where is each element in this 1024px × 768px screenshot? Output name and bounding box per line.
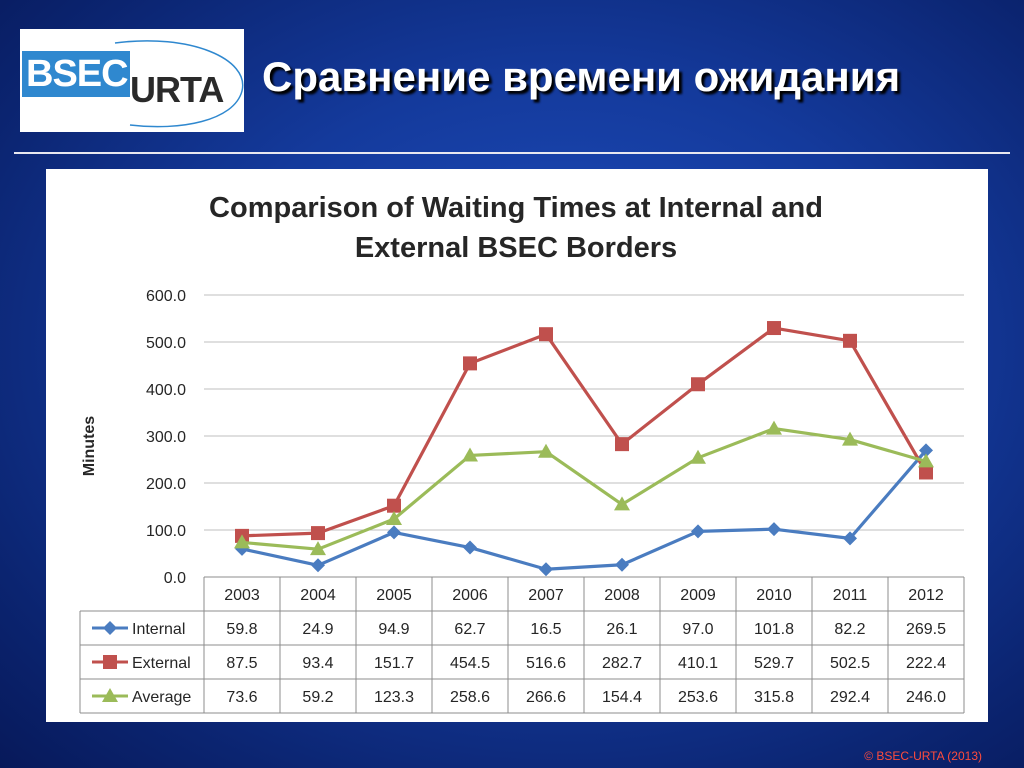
legend-marker-average	[102, 688, 118, 702]
y-tick-label: 100.0	[146, 523, 186, 540]
data-point-external	[387, 498, 401, 513]
chart-title-line: Comparison of Waiting Times at Internal …	[209, 192, 823, 224]
data-point-internal	[615, 557, 629, 572]
y-tick-label: 0.0	[164, 570, 186, 587]
table-value-external: 529.7	[754, 655, 794, 672]
data-point-average	[918, 453, 934, 468]
table-value-external: 282.7	[602, 655, 642, 672]
table-value-average: 315.8	[754, 689, 794, 706]
data-point-external	[311, 526, 325, 541]
table-value-average: 59.2	[302, 689, 333, 706]
data-point-average	[842, 431, 858, 446]
table-value-external: 222.4	[906, 655, 946, 672]
logo-blue-block	[22, 51, 130, 97]
data-point-external	[843, 333, 857, 348]
legend-label-external: External	[132, 655, 191, 672]
y-tick-label: 600.0	[146, 288, 186, 305]
x-category-label: 2010	[756, 587, 792, 604]
table-value-external: 454.5	[450, 655, 490, 672]
chart-panel: Comparison of Waiting Times at Internal …	[46, 169, 988, 722]
table-value-external: 151.7	[374, 655, 414, 672]
table-value-external: 516.6	[526, 655, 566, 672]
table-value-internal: 24.9	[302, 621, 333, 638]
data-point-average	[310, 541, 326, 556]
slide-title: Сравнение времени ожидания	[262, 53, 901, 100]
table-value-internal: 94.9	[378, 621, 409, 638]
logo-text-bsec: BSEC	[26, 53, 129, 95]
data-point-external	[919, 465, 933, 480]
table-value-internal: 62.7	[454, 621, 485, 638]
table-value-external: 410.1	[678, 655, 718, 672]
y-axis-label: Minutes	[81, 416, 98, 477]
table-value-average: 266.6	[526, 689, 566, 706]
data-point-internal	[919, 443, 933, 458]
data-point-average	[614, 496, 630, 511]
legend-label-average: Average	[132, 689, 191, 706]
data-point-average	[766, 420, 782, 435]
data-point-external	[539, 327, 553, 342]
x-category-label: 2011	[833, 587, 868, 604]
table-value-internal: 59.8	[226, 621, 257, 638]
data-point-internal	[539, 562, 553, 577]
y-tick-label: 400.0	[146, 382, 186, 399]
legend-label-internal: Internal	[132, 621, 185, 638]
series-line-internal	[241, 449, 928, 571]
data-point-internal	[767, 522, 781, 537]
waiting-times-chart: Comparison of Waiting Times at Internal …	[79, 192, 965, 714]
x-category-label: 2003	[224, 587, 260, 604]
data-point-external	[615, 437, 629, 452]
data-point-internal	[387, 525, 401, 540]
data-point-internal	[691, 524, 705, 539]
table-value-average: 246.0	[906, 689, 946, 706]
data-point-average	[538, 443, 554, 458]
data-point-internal	[311, 558, 325, 573]
logo-text-urta: URTA	[130, 69, 224, 110]
y-tick-label: 500.0	[146, 335, 186, 352]
x-category-label: 2004	[300, 587, 336, 604]
chart-title-line: External BSEC Borders	[355, 232, 677, 264]
x-category-label: 2007	[528, 587, 564, 604]
title-divider	[14, 152, 1010, 154]
y-tick-label: 300.0	[146, 429, 186, 446]
data-point-average	[234, 534, 250, 549]
table-value-internal: 101.8	[754, 621, 794, 638]
table-value-external: 93.4	[302, 655, 333, 672]
bsec-urta-logo: BSEC URTA	[20, 29, 244, 132]
table-value-external: 87.5	[226, 655, 257, 672]
table-value-internal: 16.5	[530, 621, 561, 638]
table-value-internal: 269.5	[906, 621, 946, 638]
legend-marker-internal	[103, 621, 117, 635]
legend-marker-external	[103, 655, 117, 669]
table-value-average: 292.4	[830, 689, 870, 706]
data-point-average	[386, 511, 402, 526]
data-point-external	[463, 356, 477, 371]
x-category-label: 2009	[680, 587, 716, 604]
data-point-external	[691, 377, 705, 392]
x-category-label: 2006	[452, 587, 488, 604]
x-category-label: 2008	[604, 587, 640, 604]
table-value-internal: 82.2	[834, 621, 865, 638]
series-line-external	[241, 326, 928, 538]
data-point-external	[767, 321, 781, 336]
table-value-average: 154.4	[602, 689, 642, 706]
table-value-average: 73.6	[226, 689, 257, 706]
x-category-label: 2012	[908, 587, 944, 604]
table-value-external: 502.5	[830, 655, 870, 672]
logo-swoosh-icon	[114, 40, 244, 128]
y-tick-label: 200.0	[146, 476, 186, 493]
data-point-average	[462, 447, 478, 462]
table-value-average: 253.6	[678, 689, 718, 706]
data-point-internal	[463, 540, 477, 555]
data-point-internal	[843, 531, 857, 546]
table-value-internal: 97.0	[682, 621, 713, 638]
data-point-average	[690, 449, 706, 464]
table-value-average: 123.3	[374, 689, 414, 706]
x-category-label: 2005	[376, 587, 412, 604]
copyright-footer: © BSEC-URTA (2013)	[864, 749, 982, 763]
table-value-internal: 26.1	[606, 621, 637, 638]
series-line-average	[241, 426, 927, 551]
table-value-average: 258.6	[450, 689, 490, 706]
